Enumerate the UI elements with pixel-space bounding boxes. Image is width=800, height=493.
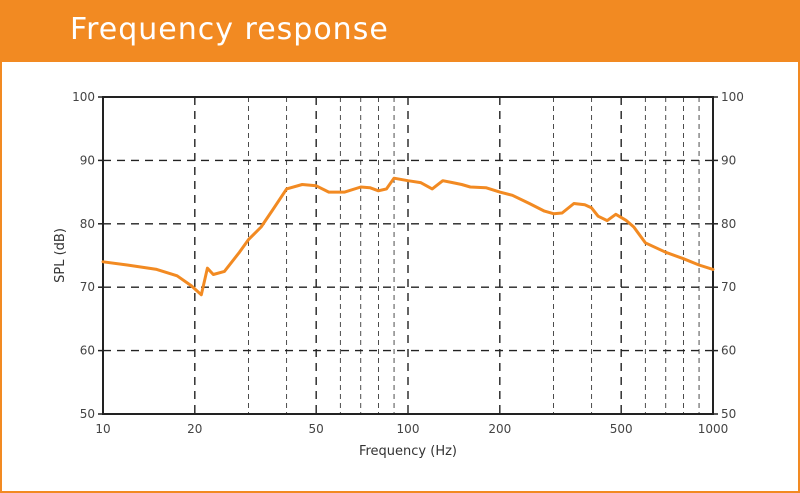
y-tick-label-left: 50 [80,407,95,421]
y-tick-label-left: 90 [80,153,95,167]
plot-border [102,96,714,415]
x-tick-label: 10 [95,422,110,436]
y-tick-label-right: 100 [721,90,744,104]
grid-layer [98,96,718,415]
x-tick-label: 1000 [698,422,729,436]
header-bar: Frequency response [0,0,800,62]
y-tick-label-right: 90 [721,153,736,167]
x-tick-label: 50 [309,422,324,436]
y-tick-label-left: 60 [80,344,95,358]
y-tick-label-right: 80 [721,217,736,231]
y-tick-label-left: 80 [80,217,95,231]
tick-labels: 50 50 60 60 70 70 80 80 90 90 100 100 10 20 50 100 200 50… [72,90,744,436]
chart-title: Frequency response [70,12,389,47]
y-tick-label-left: 70 [80,280,95,294]
y-tick-label-right: 60 [721,344,736,358]
spl-curve [101,176,715,297]
x-tick-label: 500 [610,422,633,436]
y-tick-label-left: 100 [72,90,95,104]
x-tick-label: 200 [488,422,511,436]
y-axis-label: SPL (dB) [53,228,68,283]
x-tick-label: 20 [187,422,202,436]
x-tick-label: 100 [397,422,420,436]
x-axis-label: Frequency (Hz) [359,444,457,459]
y-tick-label-right: 70 [721,280,736,294]
y-tick-label-right: 50 [721,407,736,421]
